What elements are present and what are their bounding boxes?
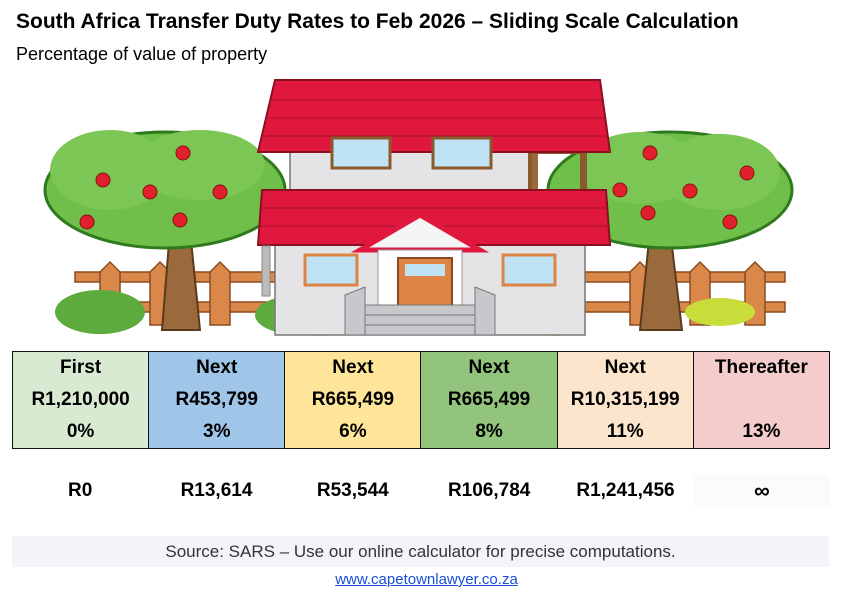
cumulative-value: R106,784 <box>447 480 531 501</box>
bracket-cell: Next R665,499 8% <box>420 351 558 449</box>
bracket-label: Next <box>604 357 646 378</box>
fence-right <box>584 260 786 326</box>
bracket-cell: First R1,210,000 0% <box>11 351 150 449</box>
bracket-amount <box>694 384 829 416</box>
bracket-rate: 6% <box>339 421 367 442</box>
cumulative-value-infinity: ∞ <box>693 474 830 508</box>
cumulative-value: R13,614 <box>180 480 253 501</box>
bracket-label: Thereafter <box>714 357 808 378</box>
bracket-cell: Next R665,499 6% <box>284 351 422 449</box>
tree-left <box>43 130 287 331</box>
cumulative-value: R1,241,456 <box>576 480 675 501</box>
bracket-amount: R10,315,199 <box>570 389 680 410</box>
website-link[interactable]: www.capetownlawyer.co.za <box>335 571 518 588</box>
bracket-amount: R665,499 <box>311 389 395 410</box>
cumulative-value: R53,544 <box>316 480 389 501</box>
bracket-label: Next <box>196 357 238 378</box>
bracket-cell: Next R10,315,199 11% <box>556 351 694 449</box>
bracket-cell: Thereafter 13% <box>692 351 831 449</box>
bracket-rate: 3% <box>203 421 231 442</box>
cumulative-value: R0 <box>68 480 93 501</box>
house-illustration <box>43 79 794 336</box>
bracket-rate: 11% <box>606 421 644 442</box>
table-row: First R1,210,000 0% Next R453,799 3% Nex… <box>11 351 831 449</box>
source-note: Source: SARS – Use our online calculator… <box>12 536 829 567</box>
bracket-label: First <box>59 357 102 378</box>
house <box>256 79 612 336</box>
bracket-rate: 0% <box>66 421 95 442</box>
bracket-amount: R665,499 <box>447 389 531 410</box>
bracket-label: Next <box>332 357 374 378</box>
page-title: South Africa Transfer Duty Rates to Feb … <box>16 10 739 33</box>
bracket-rate: 8% <box>475 421 503 442</box>
rate-bracket-table: First R1,210,000 0% Next R453,799 3% Nex… <box>11 351 831 449</box>
bracket-label: Next <box>468 357 510 378</box>
bracket-rate: 13% <box>742 421 781 442</box>
page-subtitle: Percentage of value of property <box>16 44 268 64</box>
cumulative-duty-row: R0 R13,614 R53,544 R106,784 R1,241,456 ∞ <box>12 474 830 508</box>
bracket-cell: Next R453,799 3% <box>148 351 286 449</box>
bracket-amount: R453,799 <box>175 389 258 410</box>
apples <box>79 145 755 230</box>
bracket-amount: R1,210,000 <box>31 389 130 410</box>
